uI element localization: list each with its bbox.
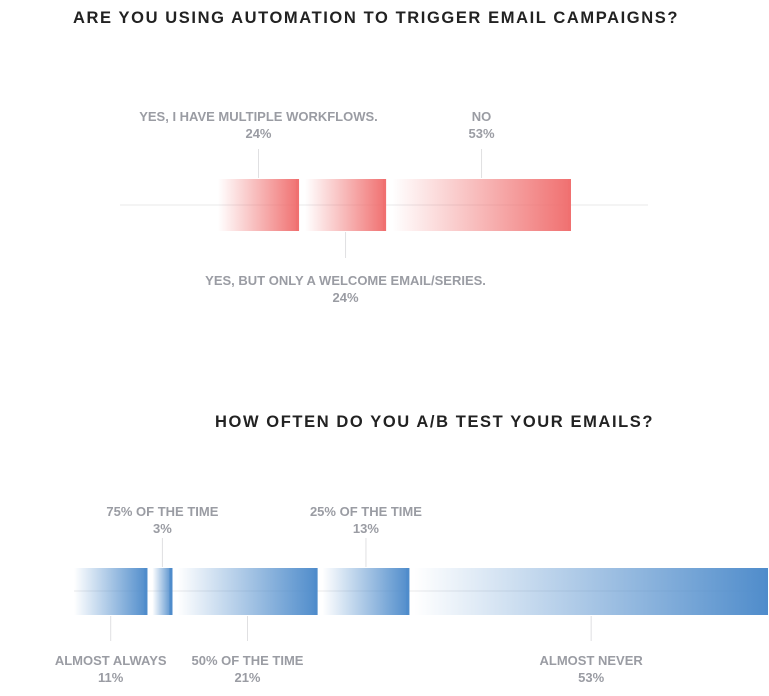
value-label: 21%: [234, 670, 261, 685]
bar-0-2: [392, 179, 571, 231]
value-label: 13%: [352, 521, 379, 536]
bar-1-3: [322, 568, 410, 615]
category-label: NO: [471, 109, 492, 124]
category-label: 25% OF THE TIME: [309, 504, 422, 519]
bar-0-0: [218, 179, 300, 231]
bar-1-1: [152, 568, 173, 615]
bar-label-1-0: ALMOST ALWAYS 11%: [55, 652, 167, 686]
bar-0-1: [305, 179, 387, 231]
category-label: 75% OF THE TIME: [106, 504, 219, 519]
bar-1-2: [177, 568, 318, 615]
bar-label-1-2: 50% OF THE TIME 21%: [192, 652, 304, 686]
chart-title-automation: ARE YOU USING AUTOMATION TO TRIGGER EMAI…: [73, 9, 680, 27]
bar-edge-1-3: [406, 568, 410, 615]
bar-edge-1-2: [314, 568, 318, 615]
value-label: 53%: [468, 126, 495, 141]
bar-edge-0-1: [383, 179, 387, 231]
bar-1-0: [74, 568, 148, 615]
bar-label-0-1: YES, BUT ONLY A WELCOME EMAIL/SERIES. 24%: [205, 272, 486, 306]
bar-edge-1-1: [169, 568, 173, 615]
category-label: 50% OF THE TIME: [191, 653, 304, 668]
category-label: YES, I HAVE MULTIPLE WORKFLOWS.: [139, 109, 378, 124]
value-label: 24%: [332, 290, 359, 305]
chart-title-ab-testing: HOW OFTEN DO YOU A/B TEST YOUR EMAILS?: [215, 413, 655, 431]
bar-label-1-1: 75% OF THE TIME 3%: [106, 503, 218, 537]
value-label: 53%: [578, 670, 605, 685]
bar-edge-1-0: [144, 568, 148, 615]
bar-edge-0-2: [568, 179, 571, 231]
bar-1-4: [414, 568, 768, 615]
value-label: 24%: [245, 126, 272, 141]
bar-edge-1-4: [765, 568, 768, 615]
bar-label-0-2: NO 53%: [469, 108, 495, 142]
bar-label-1-4: ALMOST NEVER 53%: [540, 652, 643, 686]
category-label: YES, BUT ONLY A WELCOME EMAIL/SERIES.: [205, 273, 486, 288]
value-label: 11%: [98, 670, 124, 685]
value-label: 3%: [153, 521, 172, 536]
category-label: ALMOST NEVER: [539, 653, 643, 668]
bar-label-0-0: YES, I HAVE MULTIPLE WORKFLOWS. 24%: [139, 108, 378, 142]
bar-label-1-3: 25% OF THE TIME 13%: [310, 503, 422, 537]
category-label: ALMOST ALWAYS: [54, 653, 167, 668]
bar-edge-0-0: [296, 179, 300, 231]
